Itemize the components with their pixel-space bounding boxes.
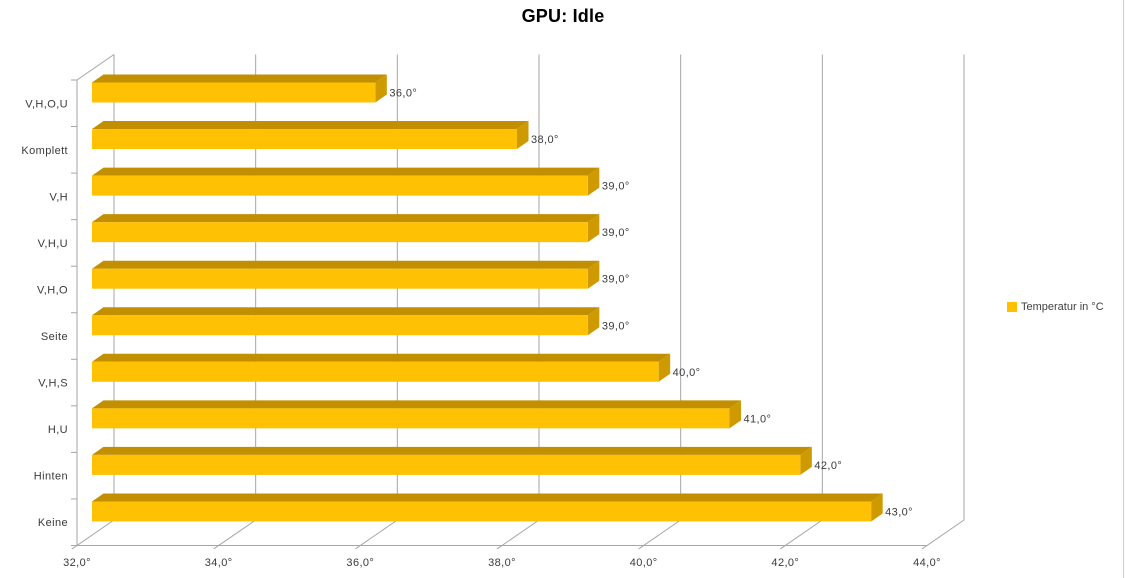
category-tick-label: V,H,O [37, 284, 68, 296]
bar-data-label: 36,0° [389, 88, 417, 100]
value-tick-label: 40,0° [630, 557, 658, 569]
bar-data-label: 39,0° [602, 320, 630, 332]
legend-label: Temperatur in °C [1021, 301, 1104, 313]
bar-side-face [587, 167, 600, 196]
value-tick-label: 34,0° [205, 557, 233, 569]
legend-swatch-icon [1007, 302, 1017, 312]
legend[interactable]: Temperatur in °C [1007, 301, 1104, 313]
value-tick-label: 32,0° [63, 557, 91, 569]
floor-gridline [213, 519, 256, 550]
category-tick-label: Komplett [21, 145, 68, 157]
bar-top-face [92, 121, 529, 130]
category-tick-label: V,H,U [38, 238, 68, 250]
bar-top-face [92, 400, 741, 409]
category-tick-label: Seite [41, 331, 68, 343]
bar-side-face [587, 214, 600, 243]
frame-right-border [1123, 0, 1124, 578]
bar-side-face [517, 121, 529, 150]
floor-gridline [780, 519, 823, 550]
bar-V,H,O[interactable] [92, 268, 588, 289]
category-tick-label: H,U [48, 424, 68, 436]
bar-data-label: 39,0° [602, 227, 630, 239]
bar-data-label: 42,0° [814, 460, 842, 472]
bar-Hinten[interactable] [92, 454, 801, 475]
bar-side-face [375, 74, 387, 103]
value-tick-label: 36,0° [346, 557, 374, 569]
bar-V,H,S[interactable] [92, 361, 659, 382]
bar-top-face [92, 446, 812, 455]
bar-top-face [92, 353, 671, 362]
bar-top-face [92, 167, 600, 176]
bar-V,H[interactable] [92, 175, 588, 196]
bar-top-face [92, 493, 883, 502]
category-tick-label: Hinten [34, 471, 68, 483]
bar-Komplett[interactable] [92, 129, 517, 150]
bar-data-label: 39,0° [602, 181, 630, 193]
bar-data-label: 43,0° [885, 506, 913, 518]
bar-side-face [871, 493, 883, 522]
bar-H,U[interactable] [92, 408, 730, 429]
floor-gridline [638, 519, 681, 550]
bar-V,H,O,U[interactable] [92, 82, 376, 103]
bar-top-face [92, 214, 600, 223]
bar-data-label: 39,0° [602, 274, 630, 286]
value-tick-label: 38,0° [488, 557, 516, 569]
bar-top-face [92, 260, 600, 269]
category-tick-label: V,H,S [38, 378, 68, 390]
bar-data-label: 40,0° [673, 367, 701, 379]
bar-side-face [587, 260, 600, 289]
bar-Seite[interactable] [92, 315, 588, 336]
floor-gridline [921, 519, 965, 550]
bar-top-face [92, 74, 387, 83]
bar-V,H,U[interactable] [92, 222, 588, 243]
bar-data-label: 41,0° [744, 413, 772, 425]
bar-side-face [658, 353, 671, 382]
bar-top-face [92, 307, 600, 316]
floor-gridline [496, 519, 540, 550]
category-tick-label: V,H,O,U [25, 98, 68, 110]
wall-top-left-edge [76, 54, 115, 81]
category-tick-label: Keine [38, 517, 68, 529]
bar-side-face [729, 400, 741, 429]
value-tick-label: 42,0° [771, 557, 799, 569]
bar-side-face [800, 446, 812, 475]
floor-gridline [71, 519, 115, 550]
bar-side-face [587, 307, 600, 336]
chart-title: GPU: Idle [521, 6, 605, 26]
floor-gridline [355, 519, 398, 550]
value-tick-label: 44,0° [913, 557, 941, 569]
category-tick-label: V,H [49, 191, 68, 203]
bar-Keine[interactable] [92, 501, 872, 522]
bar-data-label: 38,0° [531, 134, 559, 146]
